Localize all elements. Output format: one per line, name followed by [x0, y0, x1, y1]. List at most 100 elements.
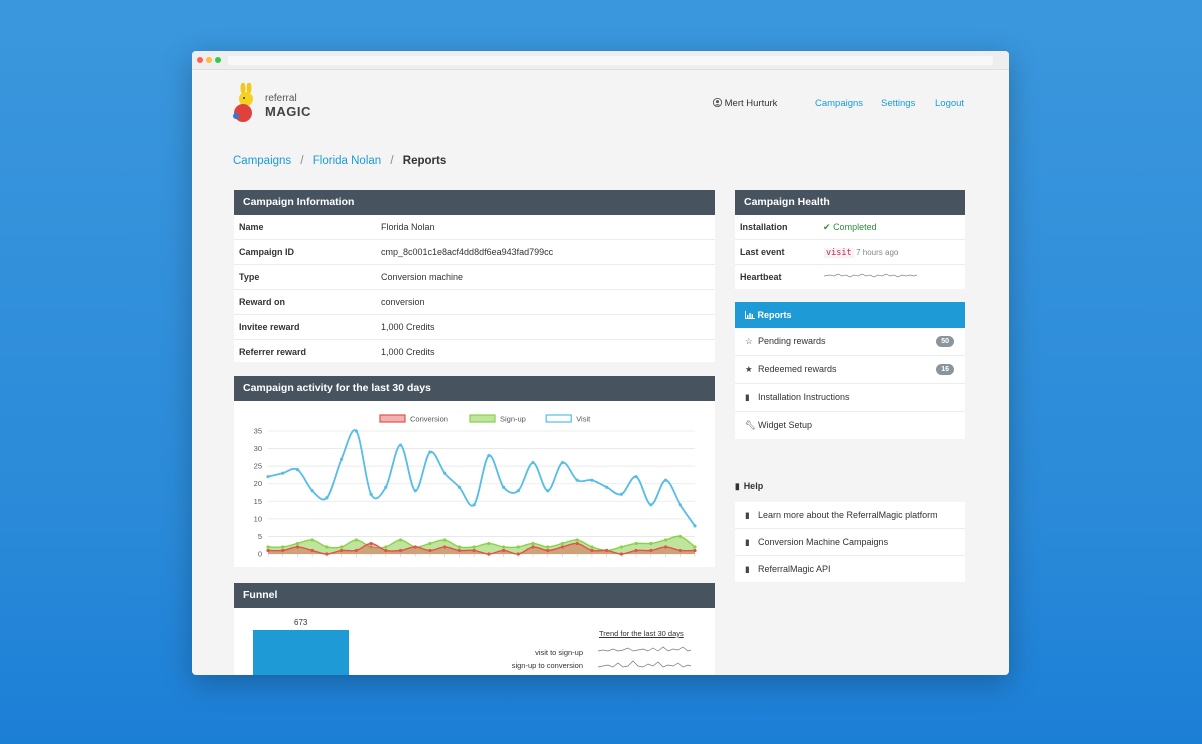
y-tick-label: 30 [254, 444, 262, 453]
data-point [546, 548, 550, 553]
redeemed-rewards-item[interactable]: ★ Redeemed rewards 16 [735, 356, 965, 384]
data-point [281, 548, 285, 553]
data-point [560, 545, 565, 549]
health-row-heartbeat: Heartbeat [735, 265, 965, 289]
y-tick-label: 10 [254, 514, 262, 523]
event-time: 7 hours ago [856, 248, 899, 257]
info-row: Campaign ID cmp_8c001c1e8acf4dd8df6ea943f… [234, 240, 715, 265]
data-point [531, 461, 535, 465]
pending-rewards-item[interactable]: ☆ Pending rewards 50 [735, 328, 965, 356]
breadcrumb-current: Reports [402, 155, 447, 167]
data-point [590, 548, 594, 553]
help-item[interactable]: ▮ Conversion Machine Campaigns [735, 529, 965, 556]
redeemed-count-badge: 16 [936, 364, 954, 375]
data-point [693, 524, 697, 528]
data-point [457, 545, 462, 549]
data-point [634, 475, 638, 479]
minimize-dot[interactable] [206, 57, 212, 63]
data-point [663, 545, 668, 549]
installation-instructions-item[interactable]: ▮ Installation Instructions [735, 384, 965, 412]
breadcrumb-campaigns[interactable]: Campaigns [233, 155, 292, 167]
data-point [354, 548, 358, 553]
installation-label: Installation [740, 222, 788, 232]
sparkline [598, 660, 692, 668]
data-point [634, 548, 638, 553]
last-event-label: Last event [740, 247, 785, 257]
data-point [310, 489, 314, 493]
activity-panel: Campaign activity for the last 30 days 0… [234, 376, 715, 567]
data-point [457, 548, 462, 553]
title-bar [192, 51, 1009, 70]
info-key: Invitee reward [239, 322, 300, 332]
data-point [398, 548, 403, 553]
data-point [354, 429, 358, 433]
data-point [605, 485, 609, 489]
data-point [295, 541, 300, 546]
nav-logout-link[interactable]: Logout [935, 98, 965, 109]
close-dot[interactable] [197, 57, 203, 63]
reports-menu-header[interactable]: Reports [735, 302, 965, 328]
nav-settings-link[interactable]: Settings [881, 98, 916, 109]
user-menu[interactable]: Mert Hurturk [712, 97, 777, 109]
breadcrumb-separator: / [300, 155, 304, 167]
data-point [487, 541, 491, 546]
breadcrumb-campaign-name[interactable]: Florida Nolan [312, 155, 382, 167]
reports-menu-label: Reports [757, 310, 792, 320]
data-point [619, 545, 623, 549]
data-point [310, 548, 314, 553]
funnel-bar[interactable] [253, 630, 349, 675]
data-point [472, 503, 476, 507]
legend-swatch [469, 414, 496, 423]
data-point [575, 478, 579, 482]
data-point [369, 541, 373, 546]
nav-campaigns-link[interactable]: Campaigns [815, 98, 864, 109]
help-title-text: Help [743, 481, 764, 491]
y-tick-label: 5 [258, 532, 262, 541]
health-row-installation: Installation ✔ Completed [735, 215, 965, 240]
last-event-value: visit 7 hours ago [824, 240, 898, 265]
activity-title: Campaign activity for the last 30 days [234, 376, 715, 401]
data-point [398, 538, 403, 542]
funnel-sparklines [598, 646, 692, 668]
info-value: 1,000 Credits [381, 322, 435, 332]
data-point [590, 478, 594, 482]
data-point [487, 552, 491, 556]
widget-setup-item[interactable]: 🔧︎ Widget Setup [735, 412, 965, 439]
data-point [663, 538, 668, 542]
data-point [428, 541, 432, 546]
info-key: Referrer reward [239, 347, 307, 357]
data-point [501, 545, 506, 549]
data-point [575, 541, 579, 546]
y-tick-label: 15 [254, 497, 262, 506]
data-point [619, 552, 623, 556]
activity-chart: 0 5 10 15 20 25 30 35 Conversion Sign-up Visit [254, 414, 697, 559]
data-point [546, 489, 550, 493]
health-row-last-event: Last event visit 7 hours ago [735, 240, 965, 265]
address-bar[interactable] [228, 56, 993, 65]
data-point [340, 457, 344, 461]
data-point [340, 545, 344, 549]
info-value: conversion [381, 297, 425, 307]
trend-title: Trend for the last 30 days [599, 629, 684, 638]
logo[interactable]: referral MAGIC [232, 83, 322, 123]
menu-label: Redeemed rewards [758, 364, 837, 374]
info-row: Reward on conversion [234, 290, 715, 315]
info-key: Reward on [239, 297, 286, 307]
info-value: Florida Nolan [381, 222, 435, 232]
data-point [678, 503, 682, 507]
data-point [501, 485, 506, 489]
campaign-info-title: Campaign Information [234, 190, 715, 215]
data-point [325, 496, 329, 500]
info-value: cmp_8c001c1e8acf4dd8df6ea943fad799cc [381, 247, 554, 257]
help-item[interactable]: ▮ Learn more about the ReferralMagic plat… [735, 502, 965, 529]
book-icon: ▮ [745, 564, 750, 574]
data-point [325, 552, 329, 556]
data-point [619, 492, 623, 496]
maximize-dot[interactable] [215, 57, 221, 63]
installation-value: Completed [833, 222, 877, 232]
funnel-panel: Funnel 673 Trend for the last 30 days vi… [234, 583, 715, 675]
menu-label: Widget Setup [758, 420, 813, 430]
help-item[interactable]: ▮ ReferralMagic API [735, 556, 965, 582]
y-tick-label: 20 [254, 479, 262, 488]
info-value: 1,000 Credits [381, 347, 435, 357]
